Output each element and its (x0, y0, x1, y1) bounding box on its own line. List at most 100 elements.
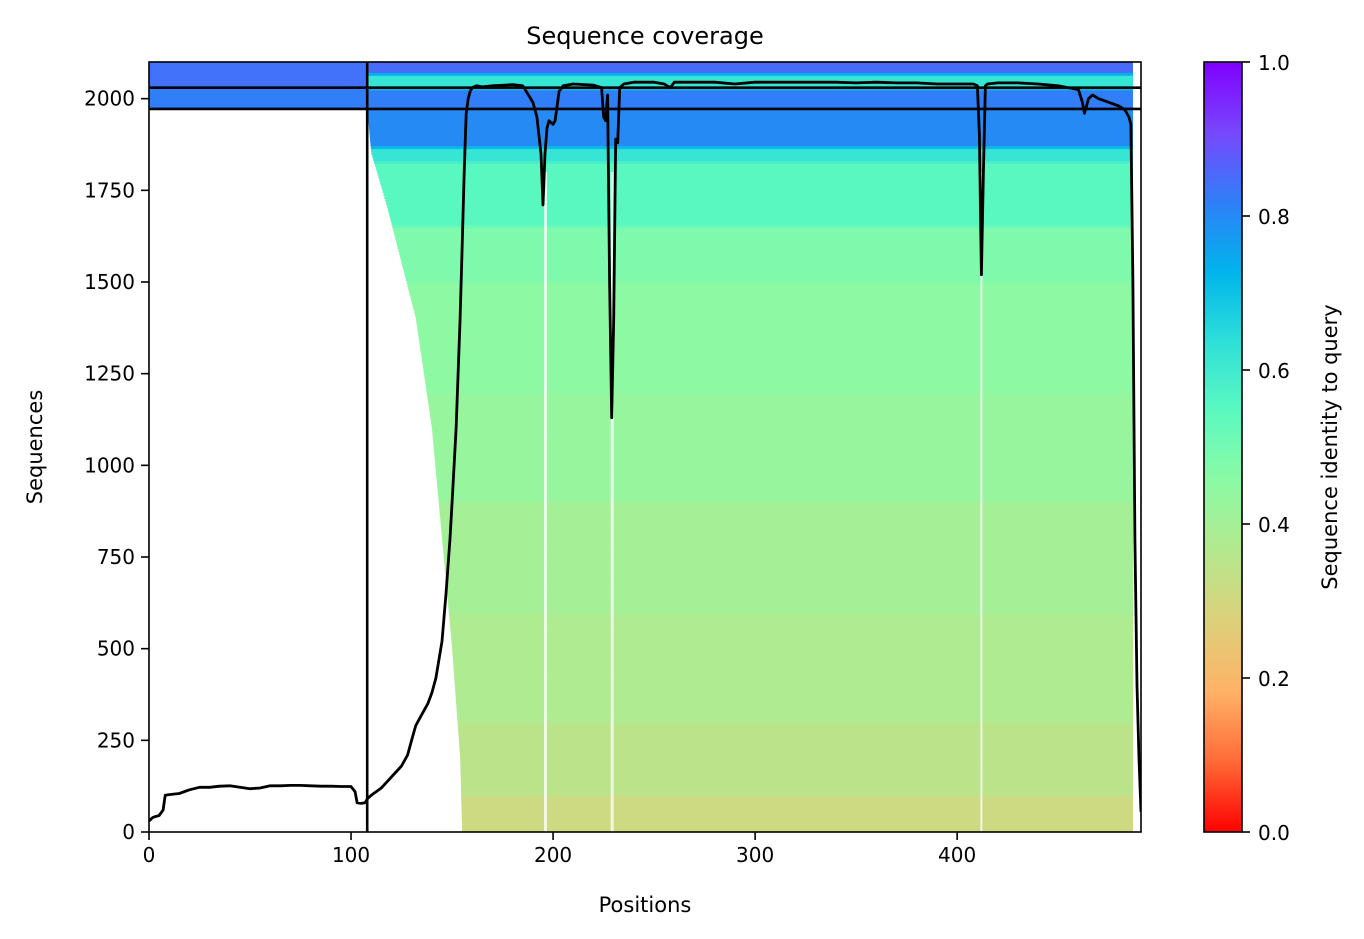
heatmap-row (382, 189, 1134, 194)
heatmap-row (149, 75, 1133, 79)
heatmap-row (433, 438, 1133, 443)
heatmap-row (370, 145, 1134, 150)
heatmap-row (149, 72, 1133, 76)
colorbar-frame (1203, 61, 1243, 833)
heatmap-row (386, 204, 1133, 208)
heatmap-row (371, 151, 1134, 155)
heatmap-row (461, 790, 1134, 795)
heatmap-row (391, 221, 1133, 226)
heatmap-row (437, 491, 1133, 496)
heatmap-row (459, 752, 1133, 757)
heatmap-row (460, 785, 1134, 789)
heatmap-row (433, 447, 1133, 452)
heatmap-row (444, 565, 1133, 569)
heatmap-row (454, 679, 1133, 683)
heatmap-row (408, 289, 1133, 293)
heatmap-row (438, 497, 1134, 502)
heatmap-row (429, 406, 1133, 411)
coverage-gap-column (610, 172, 614, 832)
heatmap-row (459, 741, 1133, 745)
heatmap-row (432, 430, 1134, 434)
heatmap-row (460, 779, 1133, 783)
heatmap-row (427, 394, 1134, 399)
heatmap-row (374, 163, 1133, 167)
heatmap-row (436, 477, 1133, 481)
heatmap-row (449, 614, 1134, 619)
heatmap-row (399, 251, 1133, 255)
heatmap-row (372, 154, 1133, 158)
heatmap-row (415, 315, 1134, 320)
heatmap-row (461, 793, 1134, 798)
x-axis-title: Positions (599, 893, 692, 917)
heatmap-row (369, 133, 1133, 138)
heatmap-row (369, 130, 1134, 135)
heatmap-row (458, 738, 1134, 742)
heatmap-row (458, 732, 1133, 736)
heatmap-row (387, 207, 1133, 211)
heatmap-row (393, 227, 1133, 232)
heatmap-row (457, 714, 1133, 719)
heatmap-row (440, 515, 1133, 519)
heatmap-row (454, 673, 1133, 678)
y-tick-label: 500 (97, 637, 135, 661)
heatmap-row (436, 480, 1133, 484)
heatmap-row (460, 776, 1133, 780)
heatmap-row (424, 374, 1134, 378)
heatmap-row (386, 201, 1133, 205)
coverage-line (149, 80, 1141, 823)
colorbar-tick-label: 0.4 (1258, 513, 1290, 537)
heatmap-row (410, 295, 1133, 299)
heatmap-row (417, 330, 1133, 334)
heatmap-row (428, 400, 1133, 405)
heatmap-row (416, 324, 1133, 329)
heatmap-row (371, 148, 1133, 153)
heatmap-row (461, 820, 1133, 824)
heatmap-row (388, 210, 1133, 214)
heatmap-row (402, 265, 1133, 270)
heatmap-row (432, 433, 1133, 437)
heatmap-row (390, 216, 1133, 220)
heatmap-row (461, 802, 1133, 807)
heatmap-row (444, 568, 1133, 572)
heatmap-row (435, 468, 1134, 472)
heatmap-row (369, 136, 1133, 141)
heatmap-row (458, 729, 1133, 733)
chart-title: Sequence coverage (526, 22, 763, 50)
heatmap-row (425, 380, 1133, 384)
heatmap-row (149, 78, 1133, 82)
heatmap-row (419, 345, 1133, 349)
coverage-line-layer (149, 62, 1141, 832)
x-tick-label: 400 (938, 843, 976, 867)
heatmap-row (438, 503, 1133, 507)
heatmap-row (459, 749, 1133, 754)
heatmap-row (443, 547, 1133, 551)
heatmap-row (445, 570, 1133, 575)
heatmap-row (423, 365, 1133, 370)
heatmap-row (462, 829, 1133, 832)
heatmap-row (433, 444, 1133, 449)
colorbar-tick-label: 0.0 (1258, 821, 1290, 845)
heatmap-row (396, 239, 1133, 243)
heatmap-row (385, 198, 1134, 202)
heatmap-row (370, 142, 1133, 147)
heatmap-row (453, 670, 1133, 675)
heatmap-row (421, 356, 1134, 361)
heatmap-row (393, 230, 1133, 235)
heatmap-row (460, 755, 1133, 760)
heatmap-row (405, 274, 1133, 279)
coverage-gap-column (543, 172, 548, 832)
heatmap-row (426, 386, 1133, 390)
heatmap-row (441, 526, 1133, 531)
heatmap-row (456, 702, 1134, 707)
colorbar-tick-label: 1.0 (1258, 51, 1290, 75)
heatmap-row (427, 397, 1133, 402)
y-tick-label: 1250 (84, 362, 135, 386)
heatmap-row (461, 799, 1134, 804)
heatmap-row (412, 304, 1134, 308)
heatmap-row (403, 268, 1133, 273)
heatmap-row (457, 726, 1133, 730)
heatmap-row (450, 626, 1133, 631)
heatmap-row (447, 600, 1133, 604)
heatmap-row (445, 573, 1133, 578)
